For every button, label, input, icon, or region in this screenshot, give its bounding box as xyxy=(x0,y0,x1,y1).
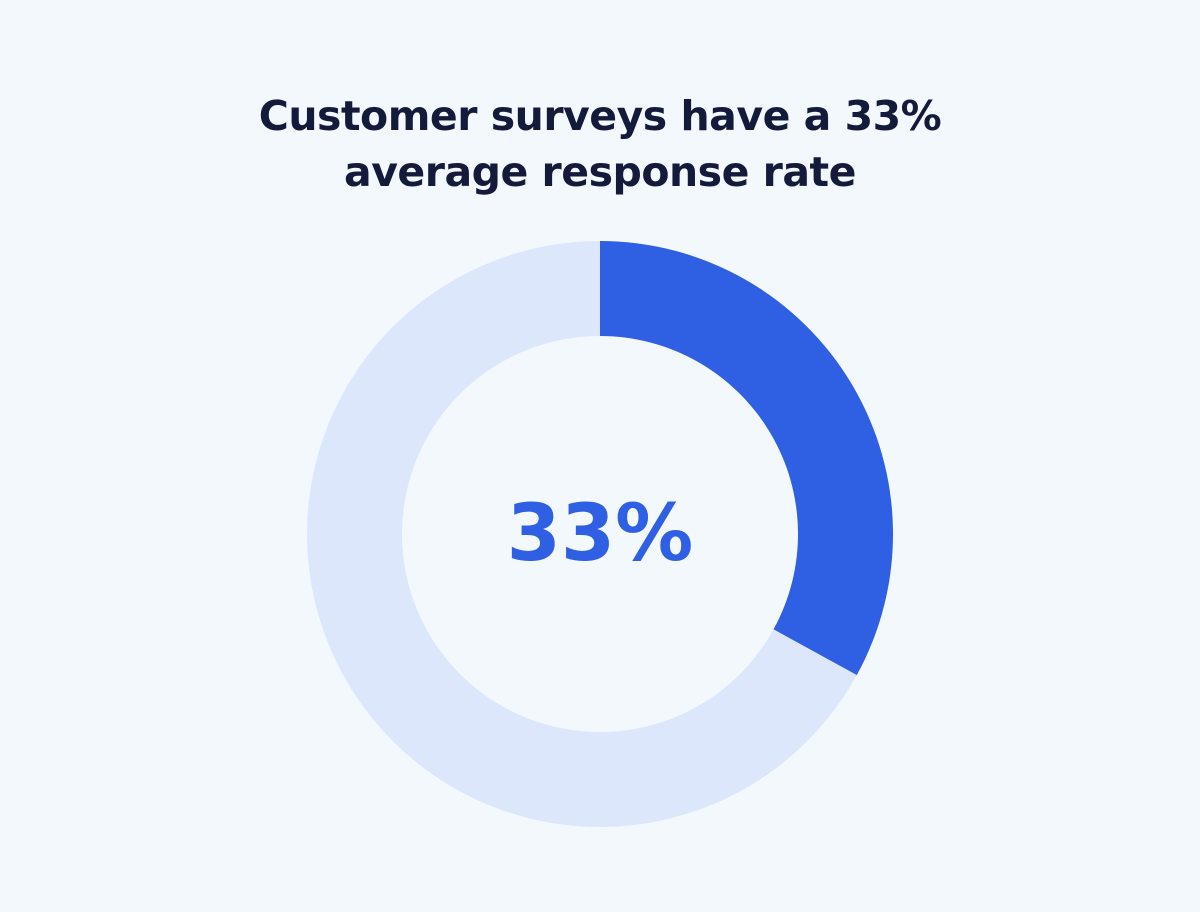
chart-title-line-1: Customer surveys have a 33% xyxy=(258,92,942,140)
donut-slice-remainder xyxy=(306,240,857,827)
donut-slice-responded xyxy=(600,241,893,676)
center-percentage-label: 33% xyxy=(506,489,694,579)
chart-title: Customer surveys have a 33% average resp… xyxy=(0,88,1200,200)
chart-title-line-2: average response rate xyxy=(344,148,856,196)
